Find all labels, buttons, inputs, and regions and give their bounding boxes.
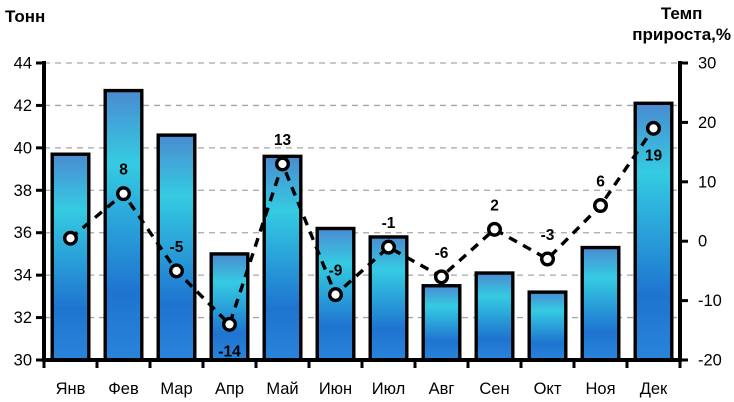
month-label: Дек <box>640 380 668 398</box>
growth-data-label: -1 <box>382 215 396 232</box>
growth-data-label: -9 <box>329 263 343 280</box>
month-label: Июл <box>372 380 406 398</box>
bar <box>421 284 462 362</box>
right-axis-tick-label: -10 <box>698 292 722 310</box>
bar <box>50 152 91 362</box>
month-label: Мар <box>160 380 192 398</box>
growth-marker <box>646 120 662 136</box>
bar <box>156 133 197 362</box>
growth-data-label: 2 <box>490 197 499 214</box>
growth-data-label: -3 <box>541 227 555 244</box>
month-label: Янв <box>56 380 86 398</box>
right-axis-title-line2: прироста,% <box>632 25 731 44</box>
month-label: Апр <box>215 380 244 398</box>
growth-marker <box>115 186 131 202</box>
bar <box>633 101 674 362</box>
growth-line <box>69 127 655 328</box>
growth-marker <box>540 251 556 267</box>
right-axis-tick-label: 20 <box>698 114 716 132</box>
growth-marker <box>381 239 397 255</box>
left-axis-tick-label: 32 <box>14 309 32 327</box>
month-label: Июн <box>319 380 352 398</box>
growth-marker <box>275 156 291 172</box>
growth-data-label: -14 <box>218 343 241 360</box>
left-axis-tick-label: 40 <box>14 139 32 157</box>
month-label: Ноя <box>585 380 615 398</box>
month-label: Фев <box>108 380 139 398</box>
growth-marker <box>221 316 237 332</box>
left-axis-tick-label: 30 <box>14 352 32 370</box>
left-axis-tick-label: 42 <box>14 97 32 115</box>
right-axis-tick-label: 0 <box>698 233 707 251</box>
growth-data-label: -5 <box>170 239 184 256</box>
growth-data-label: 13 <box>274 132 292 149</box>
left-axis-tick-label: 38 <box>14 182 32 200</box>
growth-marker <box>328 287 344 303</box>
month-label: Авг <box>429 380 455 398</box>
right-axis-tick-label: -20 <box>698 352 722 370</box>
bar <box>580 245 621 362</box>
right-axis-title: Темп прироста,% <box>632 3 731 45</box>
growth-marker <box>593 198 609 214</box>
right-axis-tick-label: 10 <box>698 173 716 191</box>
growth-data-label: 6 <box>596 174 605 191</box>
left-axis-tick-label: 36 <box>14 224 32 242</box>
growth-marker <box>487 221 503 237</box>
month-label: Сен <box>479 380 509 398</box>
bar <box>527 290 568 362</box>
month-label: Май <box>266 380 298 398</box>
left-axis-tick-label: 44 <box>14 55 32 73</box>
growth-data-label: 8 <box>119 162 128 179</box>
growth-marker <box>168 263 184 279</box>
growth-marker <box>434 269 450 285</box>
bar <box>368 235 409 362</box>
growth-marker <box>62 230 78 246</box>
left-axis-title: Тонн <box>5 7 46 26</box>
right-axis-title-line1: Темп <box>660 4 703 23</box>
bar <box>474 271 515 362</box>
growth-data-label: 19 <box>645 147 663 164</box>
month-label: Окт <box>534 380 562 398</box>
right-axis-tick-label: 30 <box>698 55 716 73</box>
bar <box>262 154 303 362</box>
left-axis-tick-label: 34 <box>14 267 32 285</box>
bar <box>103 88 144 362</box>
growth-data-label: -6 <box>435 245 449 262</box>
